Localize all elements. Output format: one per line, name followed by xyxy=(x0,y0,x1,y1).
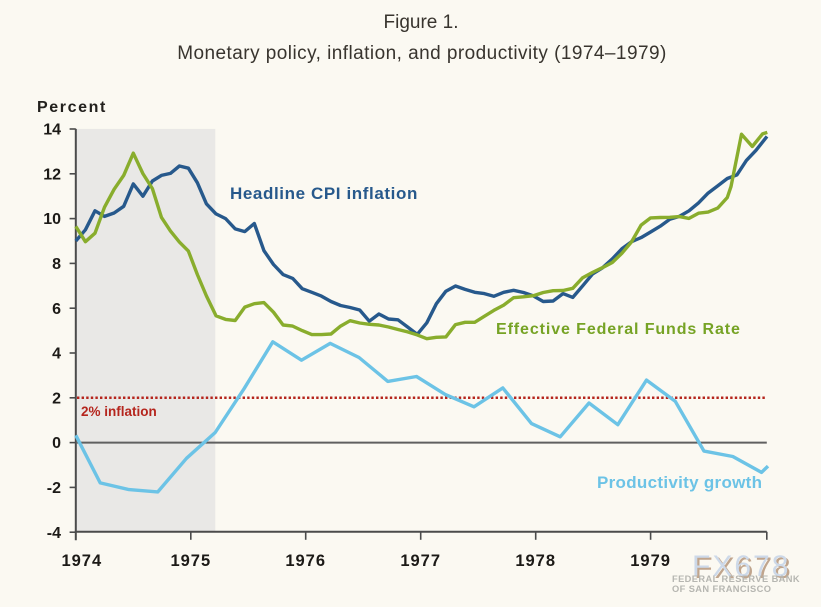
svg-text:2: 2 xyxy=(52,390,61,407)
svg-text:10: 10 xyxy=(43,211,61,228)
svg-text:FX678: FX678 xyxy=(692,550,790,583)
svg-text:12: 12 xyxy=(43,166,61,183)
svg-text:Percent: Percent xyxy=(37,99,107,116)
svg-text:14: 14 xyxy=(43,122,61,139)
svg-text:FX678: FX678 xyxy=(694,552,792,585)
svg-text:0: 0 xyxy=(52,435,61,452)
svg-text:1976: 1976 xyxy=(285,552,326,570)
svg-text:1978: 1978 xyxy=(515,552,556,570)
svg-text:1977: 1977 xyxy=(400,552,441,570)
svg-text:-4: -4 xyxy=(47,525,61,542)
svg-text:1974: 1974 xyxy=(61,552,102,570)
svg-text:Productivity growth: Productivity growth xyxy=(597,473,762,492)
svg-text:1979: 1979 xyxy=(630,552,671,570)
svg-text:OF SAN FRANCISCO: OF SAN FRANCISCO xyxy=(672,584,771,594)
svg-text:4: 4 xyxy=(52,346,61,363)
svg-text:Effective Federal Funds Rate: Effective Federal Funds Rate xyxy=(496,321,741,338)
svg-text:Monetary policy, inflation, an: Monetary policy, inflation, and producti… xyxy=(177,43,667,64)
svg-text:1975: 1975 xyxy=(170,552,211,570)
svg-text:2% inflation: 2% inflation xyxy=(81,404,157,419)
svg-text:6: 6 xyxy=(52,301,61,318)
svg-text:8: 8 xyxy=(52,256,61,273)
svg-text:Figure 1.: Figure 1. xyxy=(384,12,459,33)
svg-text:-2: -2 xyxy=(47,480,61,497)
svg-text:FEDERAL RESERVE BANK: FEDERAL RESERVE BANK xyxy=(672,574,800,584)
svg-text:Headline CPI inflation: Headline CPI inflation xyxy=(230,184,418,203)
